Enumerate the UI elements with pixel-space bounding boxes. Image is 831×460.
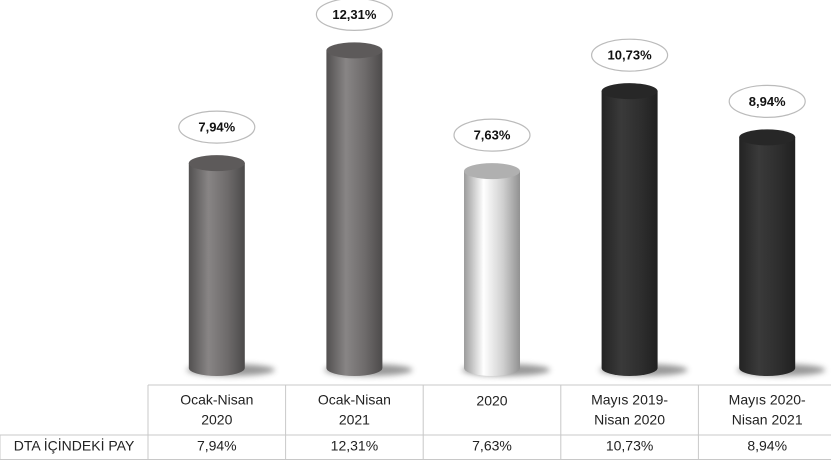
label-bubble [590,38,669,72]
x-tick-label: Mayıs 2019- [591,392,668,408]
label-bubble [178,110,256,144]
label-bubble [453,118,531,152]
bar [464,163,520,376]
x-tick-label: Nisan 2021 [732,412,803,428]
table-value: 7,63% [472,438,512,454]
table-value: 7,94% [197,438,237,454]
bar-top [188,155,245,172]
bar-body [464,171,520,376]
table-value: 12,31% [331,438,378,454]
bar-body [739,137,796,376]
row-label: DTA İÇİNDEKİ PAY [14,437,135,454]
data-label: 10,73% [608,48,653,63]
bar-top [601,83,658,100]
x-tick-label: 2020 [476,393,507,409]
table-value: 10,73% [606,438,653,454]
bar-top [326,42,383,59]
data-label: 8,94% [749,94,786,109]
bar-top [739,129,796,146]
bar-body [188,163,245,376]
data-label: 7,63% [474,128,511,143]
bar [188,155,245,376]
x-tick-label: 2021 [339,412,370,428]
label-bubble [315,0,393,31]
bar [739,129,796,376]
table-value: 8,94% [747,438,787,454]
data-label: 12,31% [332,7,377,22]
bar-body [326,50,383,376]
bar-body [601,91,658,376]
x-tick-label: Ocak-Nisan [180,392,253,408]
data-label: 7,94% [198,120,235,135]
x-tick-label: Nisan 2020 [594,412,665,428]
x-tick-label: Ocak-Nisan [318,392,391,408]
x-tick-label: Mayıs 2020- [729,392,806,408]
bar [601,83,658,376]
label-bubble [728,84,806,118]
bar-top [464,163,520,180]
bar [326,42,383,376]
x-tick-label: 2020 [201,412,232,428]
